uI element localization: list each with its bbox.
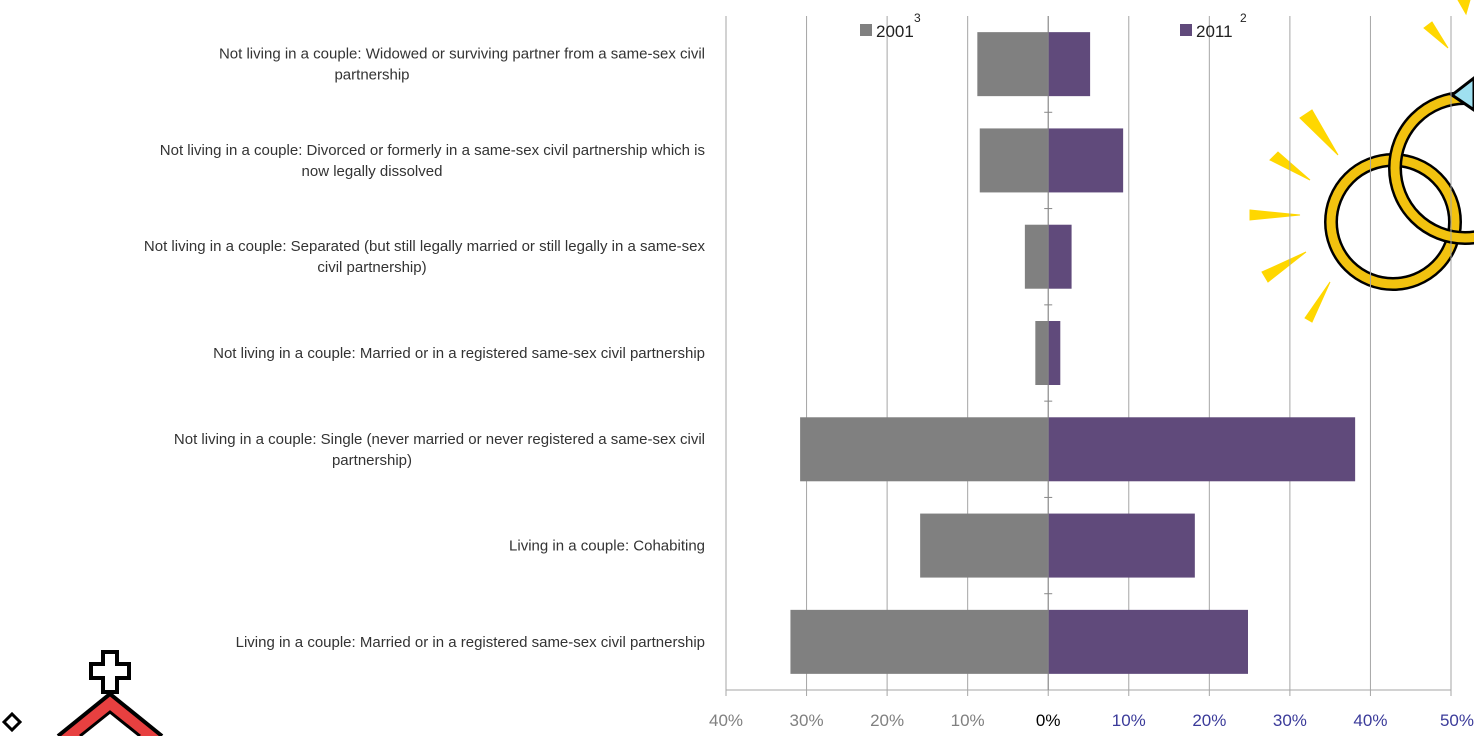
category-label: Not living in a couple: Widowed or survi… <box>219 46 705 63</box>
legend-swatch-2001 <box>860 24 872 36</box>
bar-2011 <box>1048 417 1356 482</box>
plot-area: 40% 30% 20% 10% 0% 10% 20% 30% 40% 50% <box>709 16 1474 730</box>
category-label: Living in a couple: Married or in a regi… <box>236 634 705 651</box>
bar-2011 <box>1048 321 1061 385</box>
category-label: Not living in a couple: Single (never ma… <box>174 431 705 448</box>
x-tick-label: 30% <box>790 711 824 730</box>
bar-2001 <box>920 513 1049 578</box>
bar-2001 <box>800 417 1049 482</box>
legend-superscript-2001: 3 <box>914 11 921 25</box>
bar-2011 <box>1048 513 1195 578</box>
bar-2001 <box>979 128 1049 193</box>
x-tick-label: 30% <box>1273 711 1307 730</box>
category-label: Not living in a couple: Separated (but s… <box>144 238 706 255</box>
church-clipart <box>1 650 164 736</box>
category-label: partnership) <box>332 452 412 469</box>
bar-2011 <box>1048 609 1248 674</box>
legend-superscript-2011: 2 <box>1240 11 1247 25</box>
wedding-rings-clipart <box>1249 0 1474 323</box>
bar-2001 <box>1035 321 1049 385</box>
bar-2001 <box>977 32 1049 97</box>
x-tick-label: 40% <box>1353 711 1387 730</box>
bar-2011 <box>1048 128 1124 193</box>
x-tick-label: 40% <box>709 711 743 730</box>
category-label: civil partnership) <box>317 259 426 276</box>
legend-label-2001: 2001 <box>876 22 914 41</box>
bar-2011 <box>1048 32 1091 97</box>
x-tick-label: 20% <box>1192 711 1226 730</box>
bar-2001 <box>790 609 1049 674</box>
x-tick-label: 10% <box>951 711 985 730</box>
bar-2001 <box>1024 224 1049 289</box>
legend-swatch-2011 <box>1180 24 1192 36</box>
x-tick-label: 50% <box>1440 711 1474 730</box>
x-tick-label: 10% <box>1112 711 1146 730</box>
x-tick-label: 20% <box>870 711 904 730</box>
category-label: now legally dissolved <box>302 163 443 180</box>
x-tick-label: 0% <box>1036 711 1061 730</box>
category-labels: Not living in a couple: Widowed or survi… <box>144 46 706 651</box>
bar-2011 <box>1048 224 1072 289</box>
category-label: Living in a couple: Cohabiting <box>509 538 705 555</box>
category-label: Not living in a couple: Divorced or form… <box>160 142 705 159</box>
category-label: Not living in a couple: Married or in a … <box>213 345 705 362</box>
legend-label-2011: 2011 <box>1196 22 1233 41</box>
category-label: partnership <box>334 67 409 84</box>
